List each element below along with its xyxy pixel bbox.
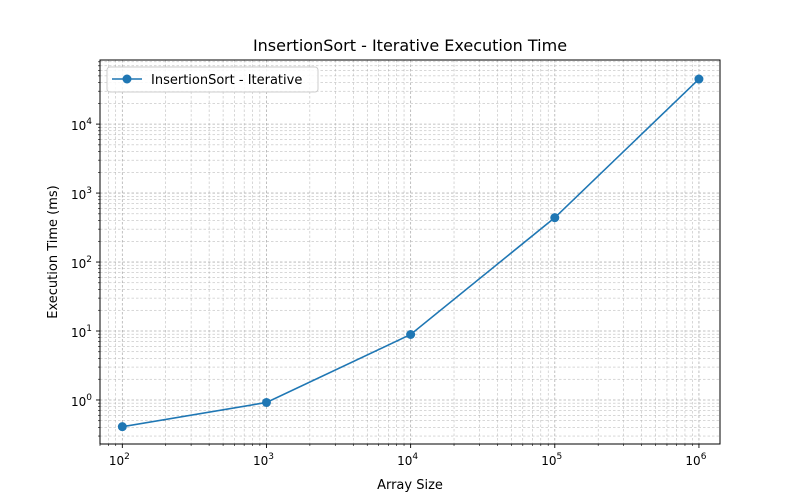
- grid: [99, 60, 720, 444]
- x-tick-label: 105: [541, 452, 562, 468]
- x-tick-label: 103: [253, 452, 274, 468]
- legend-box: [106, 66, 319, 93]
- chart-title: InsertionSort - Iterative Execution Time: [253, 36, 567, 55]
- x-tick-label: 102: [109, 452, 130, 468]
- y-tick-label: 101: [71, 324, 92, 340]
- x-tick-label: 104: [397, 452, 418, 468]
- y-axis-label: Execution Time (ms): [46, 185, 61, 318]
- data-point: [261, 397, 271, 407]
- y-tick-label: 103: [71, 186, 92, 202]
- axes-frame: [99, 59, 721, 445]
- ticks: 102 103 104 105 106 100 101 102 103 104: [71, 61, 707, 468]
- y-tick-label: 102: [71, 255, 92, 271]
- data-point: [694, 74, 704, 84]
- data-point: [117, 422, 127, 432]
- data-point: [550, 213, 560, 223]
- legend-marker-icon: [122, 74, 132, 84]
- y-tick-label: 100: [71, 393, 92, 409]
- y-tick-label: 104: [71, 117, 92, 133]
- series-layer: [117, 74, 704, 432]
- x-axis-label: Array Size: [377, 478, 443, 493]
- series-line: [122, 78, 700, 428]
- legend: InsertionSort - Iterative: [106, 66, 319, 93]
- x-tick-label: 106: [685, 452, 706, 468]
- legend-label: InsertionSort - Iterative: [151, 73, 302, 88]
- data-point: [406, 329, 416, 339]
